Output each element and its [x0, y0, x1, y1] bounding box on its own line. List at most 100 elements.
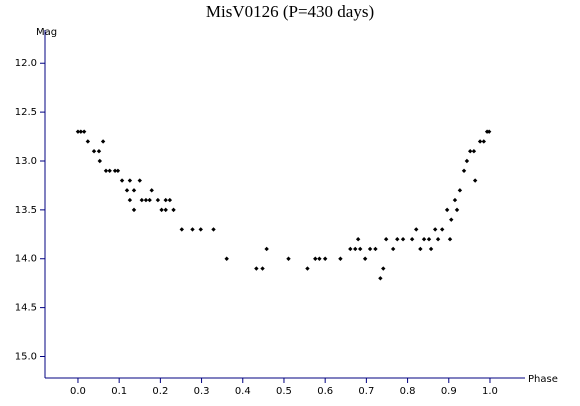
data-point [381, 266, 386, 271]
data-point [432, 227, 438, 232]
data-point [461, 168, 467, 173]
data-point [286, 256, 291, 261]
data-point [163, 207, 168, 213]
data-point [198, 227, 203, 232]
data-point [179, 227, 184, 232]
y-tick-label: 12.5 [15, 107, 37, 118]
data-point [439, 227, 445, 232]
data-point [167, 197, 173, 203]
data-point [464, 158, 470, 164]
y-tick-label: 14.5 [15, 303, 37, 314]
data-point [115, 168, 121, 173]
data-point [124, 188, 130, 193]
x-tick-label: 1.0 [482, 386, 498, 397]
data-point [127, 178, 133, 183]
data-point [97, 158, 102, 164]
y-tick-label: 12.0 [15, 58, 37, 69]
data-point [353, 246, 358, 252]
data-point [155, 197, 161, 203]
data-point [81, 129, 87, 134]
data-point [137, 178, 142, 183]
y-tick-label: 14.0 [15, 254, 37, 265]
data-point [348, 246, 353, 252]
data-point [224, 256, 229, 261]
x-tick-label: 0.8 [400, 386, 416, 397]
data-point [254, 266, 259, 271]
x-tick-label: 0.3 [194, 386, 210, 397]
x-tick-label: 0.4 [235, 386, 251, 397]
data-point [75, 129, 81, 134]
data-point [481, 139, 486, 144]
data-point [409, 236, 415, 242]
x-tick-label: 0.9 [441, 386, 457, 397]
data-point [454, 207, 460, 213]
data-point [322, 256, 328, 261]
data-point [400, 236, 406, 242]
x-tick-label: 0.6 [317, 386, 333, 397]
data-point [149, 188, 154, 193]
data-point [426, 236, 432, 242]
data-point [131, 188, 137, 193]
x-tick-label: 0.0 [70, 386, 86, 397]
data-point [85, 139, 91, 144]
data-point [486, 129, 492, 134]
data-point [260, 266, 265, 271]
data-point [143, 197, 149, 203]
data-point [305, 266, 310, 271]
data-point [457, 188, 463, 193]
data-point [190, 227, 195, 232]
data-point [357, 246, 363, 252]
y-axis-label: Mag [36, 27, 57, 38]
y-tick-label: 13.5 [15, 205, 37, 216]
data-point [211, 227, 216, 232]
data-point [390, 246, 396, 252]
data-point [477, 139, 483, 144]
data-point [171, 207, 176, 213]
data-point [91, 149, 97, 154]
data-point [435, 236, 441, 242]
data-point [159, 207, 164, 213]
data-point [447, 236, 453, 242]
x-axis-label: Phase [528, 374, 558, 385]
data-point [96, 149, 102, 154]
data-point [78, 129, 84, 134]
data-point [338, 256, 343, 261]
data-point [367, 246, 373, 252]
data-point [395, 236, 400, 242]
x-tick-label: 0.7 [358, 386, 374, 397]
data-point [472, 178, 478, 183]
data-point [163, 197, 168, 203]
data-point [421, 236, 427, 242]
y-tick-label: 13.0 [15, 156, 37, 167]
data-point [103, 168, 109, 173]
data-point [139, 197, 145, 203]
data-point [355, 236, 361, 242]
data-point [468, 149, 473, 154]
data-point [107, 168, 112, 173]
x-tick-label: 0.5 [276, 386, 292, 397]
data-point [100, 139, 106, 144]
data-point [362, 256, 368, 261]
data-point [131, 207, 137, 213]
data-point [428, 246, 434, 252]
data-point [127, 197, 133, 203]
data-point [444, 207, 450, 213]
data-point [317, 256, 322, 261]
data-point [383, 236, 389, 242]
y-tick-label: 15.0 [15, 351, 37, 362]
data-point [313, 256, 318, 261]
x-tick-label: 0.2 [152, 386, 168, 397]
data-point [147, 197, 152, 203]
data-point [471, 149, 477, 154]
chart-title: MisV0126 (P=430 days) [206, 2, 374, 21]
data-point [418, 246, 423, 252]
data-point [378, 276, 383, 281]
data-point [112, 168, 118, 173]
data-point [373, 246, 378, 252]
data-point [119, 178, 125, 183]
x-tick-label: 0.1 [111, 386, 127, 397]
data-point [264, 246, 269, 252]
data-point [414, 227, 419, 232]
data-point [452, 197, 458, 203]
